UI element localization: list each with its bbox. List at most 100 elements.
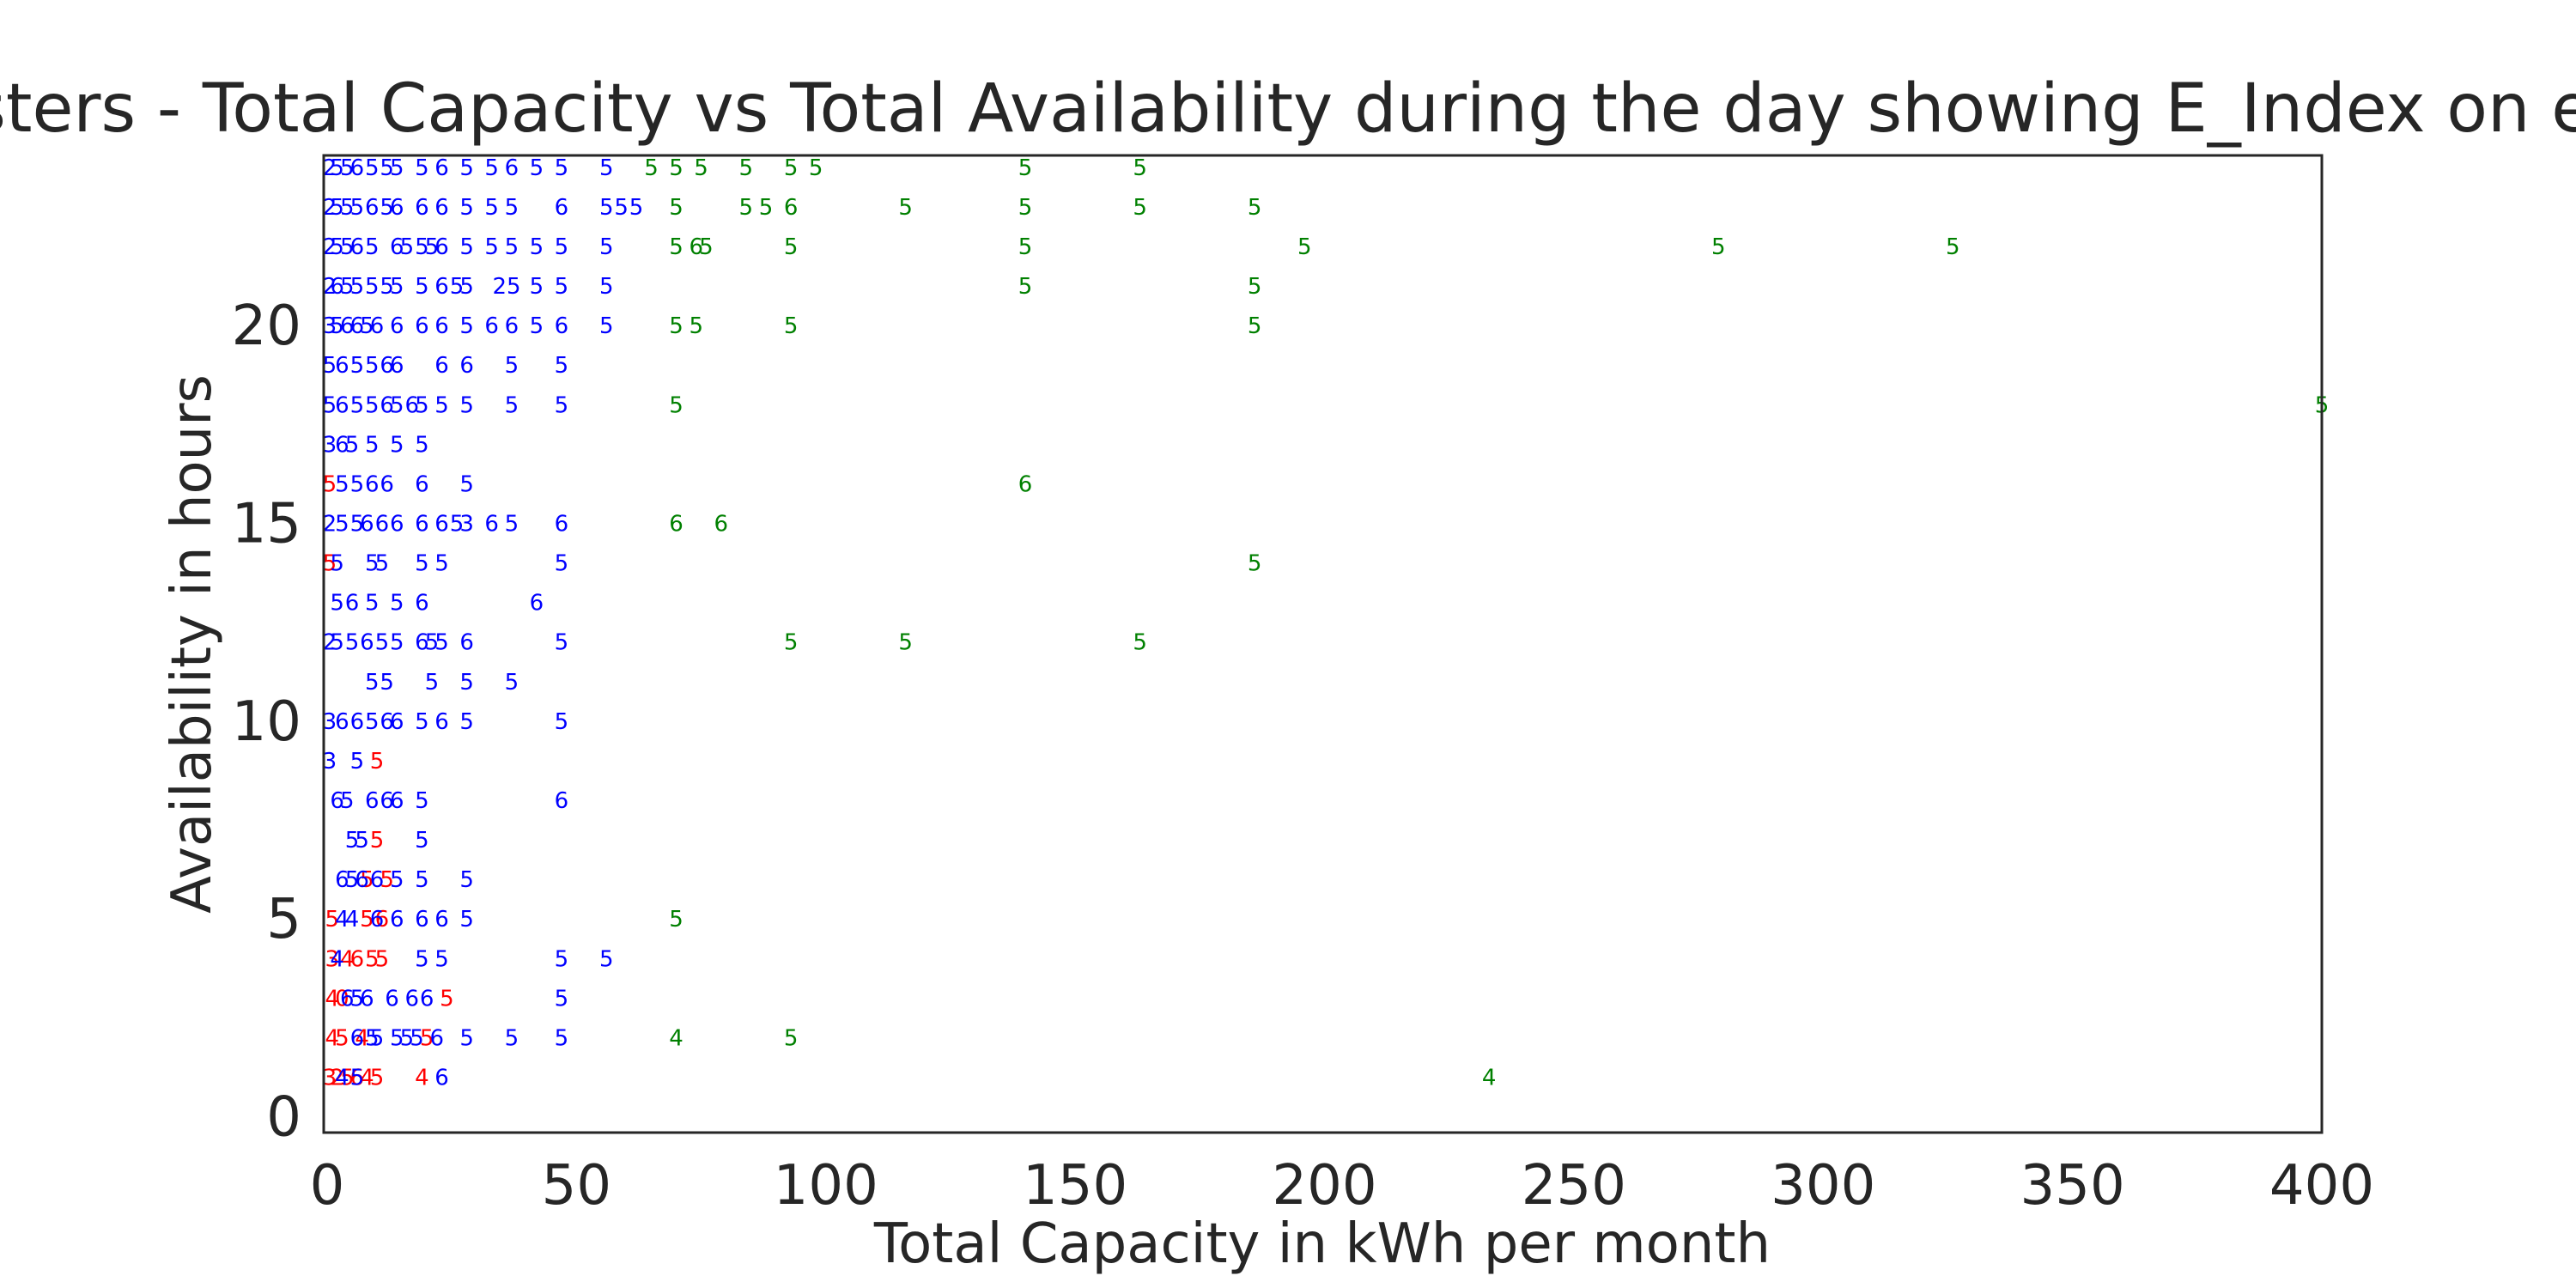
data-point-label: 5	[599, 274, 614, 300]
data-point-label: 5	[505, 670, 519, 696]
data-point-label: 5	[555, 946, 569, 972]
data-point-label: 5	[1248, 195, 1262, 221]
data-point-label: 6	[434, 195, 449, 221]
data-point-label: 5	[323, 551, 337, 577]
data-point-label: 3	[325, 946, 340, 972]
data-point-label: 0	[335, 986, 349, 1012]
data-point-label: 4	[335, 1065, 349, 1091]
data-point-label: 5	[555, 155, 569, 181]
data-point-label: 5	[415, 432, 429, 458]
data-point-label: 5	[1018, 155, 1033, 181]
data-point-label: 5	[350, 195, 365, 221]
data-point-label: 6	[350, 313, 365, 339]
x-tick-label: 350	[2020, 1154, 2125, 1218]
data-point-label: 5	[784, 234, 799, 260]
data-point-label: 6	[415, 313, 429, 339]
x-axis-ticks: 0 50 100 150 200 250 300 350 400	[310, 1154, 2374, 1218]
data-point-label: 4	[325, 1025, 340, 1051]
data-point-label: 6	[505, 155, 519, 181]
data-point-label: 6	[355, 867, 369, 893]
data-point-label: 6	[434, 155, 449, 181]
data-point-label: 6	[404, 986, 419, 1012]
data-point-label: 5	[350, 353, 365, 379]
y-tick-label: 0	[266, 1086, 301, 1150]
data-point-label: 4	[325, 986, 340, 1012]
data-point-label: 6	[530, 591, 544, 617]
y-tick-label: 20	[232, 295, 301, 358]
data-point-label: 5	[450, 274, 465, 300]
data-point-label: 6	[459, 353, 474, 379]
x-axis-label: Total Capacity in kWh per month	[873, 1212, 1771, 1276]
data-point-label: 5	[330, 591, 344, 617]
data-point-label: 5	[390, 630, 404, 656]
data-point-label: 5	[323, 392, 337, 418]
data-point-label: 3	[323, 749, 337, 775]
data-point-label: 5	[330, 234, 344, 260]
data-point-label: 5	[330, 630, 344, 656]
data-point-label: 5	[415, 392, 429, 418]
data-point-label: 5	[340, 155, 355, 181]
data-point-label: 5	[1018, 234, 1033, 260]
data-point-label: 6	[434, 709, 449, 735]
data-point-label: 5	[1133, 155, 1147, 181]
data-point-label: 5	[459, 274, 474, 300]
data-point-label: 5	[784, 1025, 799, 1051]
data-point-label: 5	[484, 155, 499, 181]
data-point-label: 5	[505, 353, 519, 379]
data-point-label: 5	[415, 234, 429, 260]
data-point-label: 5	[325, 907, 340, 933]
x-tick-label: 150	[1023, 1154, 1127, 1218]
data-point-label: 6	[390, 907, 404, 933]
data-point-label: 6	[350, 709, 365, 735]
data-point-label: 6	[555, 195, 569, 221]
data-point-label: 4	[335, 907, 349, 933]
data-point-label: 5	[689, 313, 703, 339]
data-point-label: 5	[629, 195, 644, 221]
data-point-label: 5	[1711, 234, 1726, 260]
data-point-label: 5	[350, 749, 365, 775]
data-point-label: 6	[434, 234, 449, 260]
data-point-label: 5	[459, 313, 474, 339]
data-point-label: 6	[380, 471, 394, 497]
chart-title: Clusters - Total Capacity vs Total Avail…	[0, 70, 2576, 148]
data-point-label: 5	[599, 234, 614, 260]
data-point-label: 25	[493, 274, 521, 300]
data-point-label: 5	[694, 155, 708, 181]
data-point-label: 6	[380, 353, 394, 379]
data-point-label: 5	[530, 155, 544, 181]
data-point-label: 5	[784, 630, 799, 656]
data-point-label: 6	[434, 274, 449, 300]
data-point-label: 4	[360, 1065, 374, 1091]
data-point-label: 5	[390, 432, 404, 458]
data-point-label: 5	[350, 471, 365, 497]
data-point-label: 5	[898, 195, 913, 221]
data-point-label: 5	[375, 946, 390, 972]
data-point-label: 5	[434, 946, 449, 972]
data-point-label: 6	[350, 234, 365, 260]
data-point-label: 5	[365, 234, 380, 260]
data-point-label: 5	[370, 1065, 385, 1091]
data-point-label: 5	[390, 867, 404, 893]
data-point-label: 5	[669, 907, 683, 933]
data-point-label: 6	[370, 867, 385, 893]
data-point-label: 6	[370, 313, 385, 339]
data-point-label: 6	[505, 313, 519, 339]
data-point-label: 5	[898, 630, 913, 656]
y-axis-ticks: 0 5 10 15 20	[232, 295, 301, 1149]
data-point-label: 6	[415, 471, 429, 497]
data-point-label: 5	[505, 511, 519, 537]
data-point-label: 6	[429, 1025, 444, 1051]
data-point-label: 6	[415, 630, 429, 656]
data-point-label: 5	[340, 274, 355, 300]
data-point-label: 6	[380, 788, 394, 814]
data-point-label: 5	[340, 195, 355, 221]
data-point-label: 6	[390, 353, 404, 379]
data-point-label: 5	[330, 155, 344, 181]
plot-area-frame	[322, 154, 2324, 1134]
data-point-label: 6	[390, 195, 404, 221]
data-point-label: 6	[350, 1025, 365, 1051]
data-point-label: 5	[345, 828, 360, 854]
data-point-label: 5	[530, 313, 544, 339]
